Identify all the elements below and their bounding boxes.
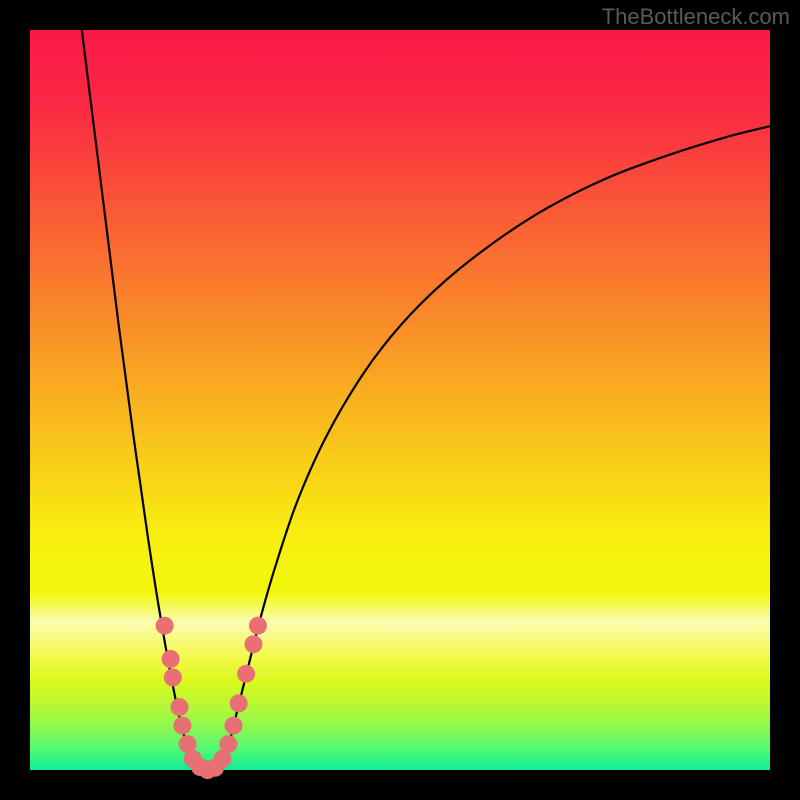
data-marker — [249, 617, 267, 635]
data-marker — [173, 717, 191, 735]
bottleneck-chart — [0, 0, 800, 800]
data-marker — [244, 635, 262, 653]
data-marker — [230, 694, 248, 712]
data-marker — [170, 698, 188, 716]
data-marker — [162, 650, 180, 668]
gradient-background — [30, 30, 770, 770]
watermark-text: TheBottleneck.com — [602, 4, 790, 30]
data-marker — [219, 735, 237, 753]
data-marker — [237, 665, 255, 683]
data-marker — [164, 669, 182, 687]
data-marker — [156, 617, 174, 635]
chart-container: TheBottleneck.com — [0, 0, 800, 800]
data-marker — [225, 717, 243, 735]
